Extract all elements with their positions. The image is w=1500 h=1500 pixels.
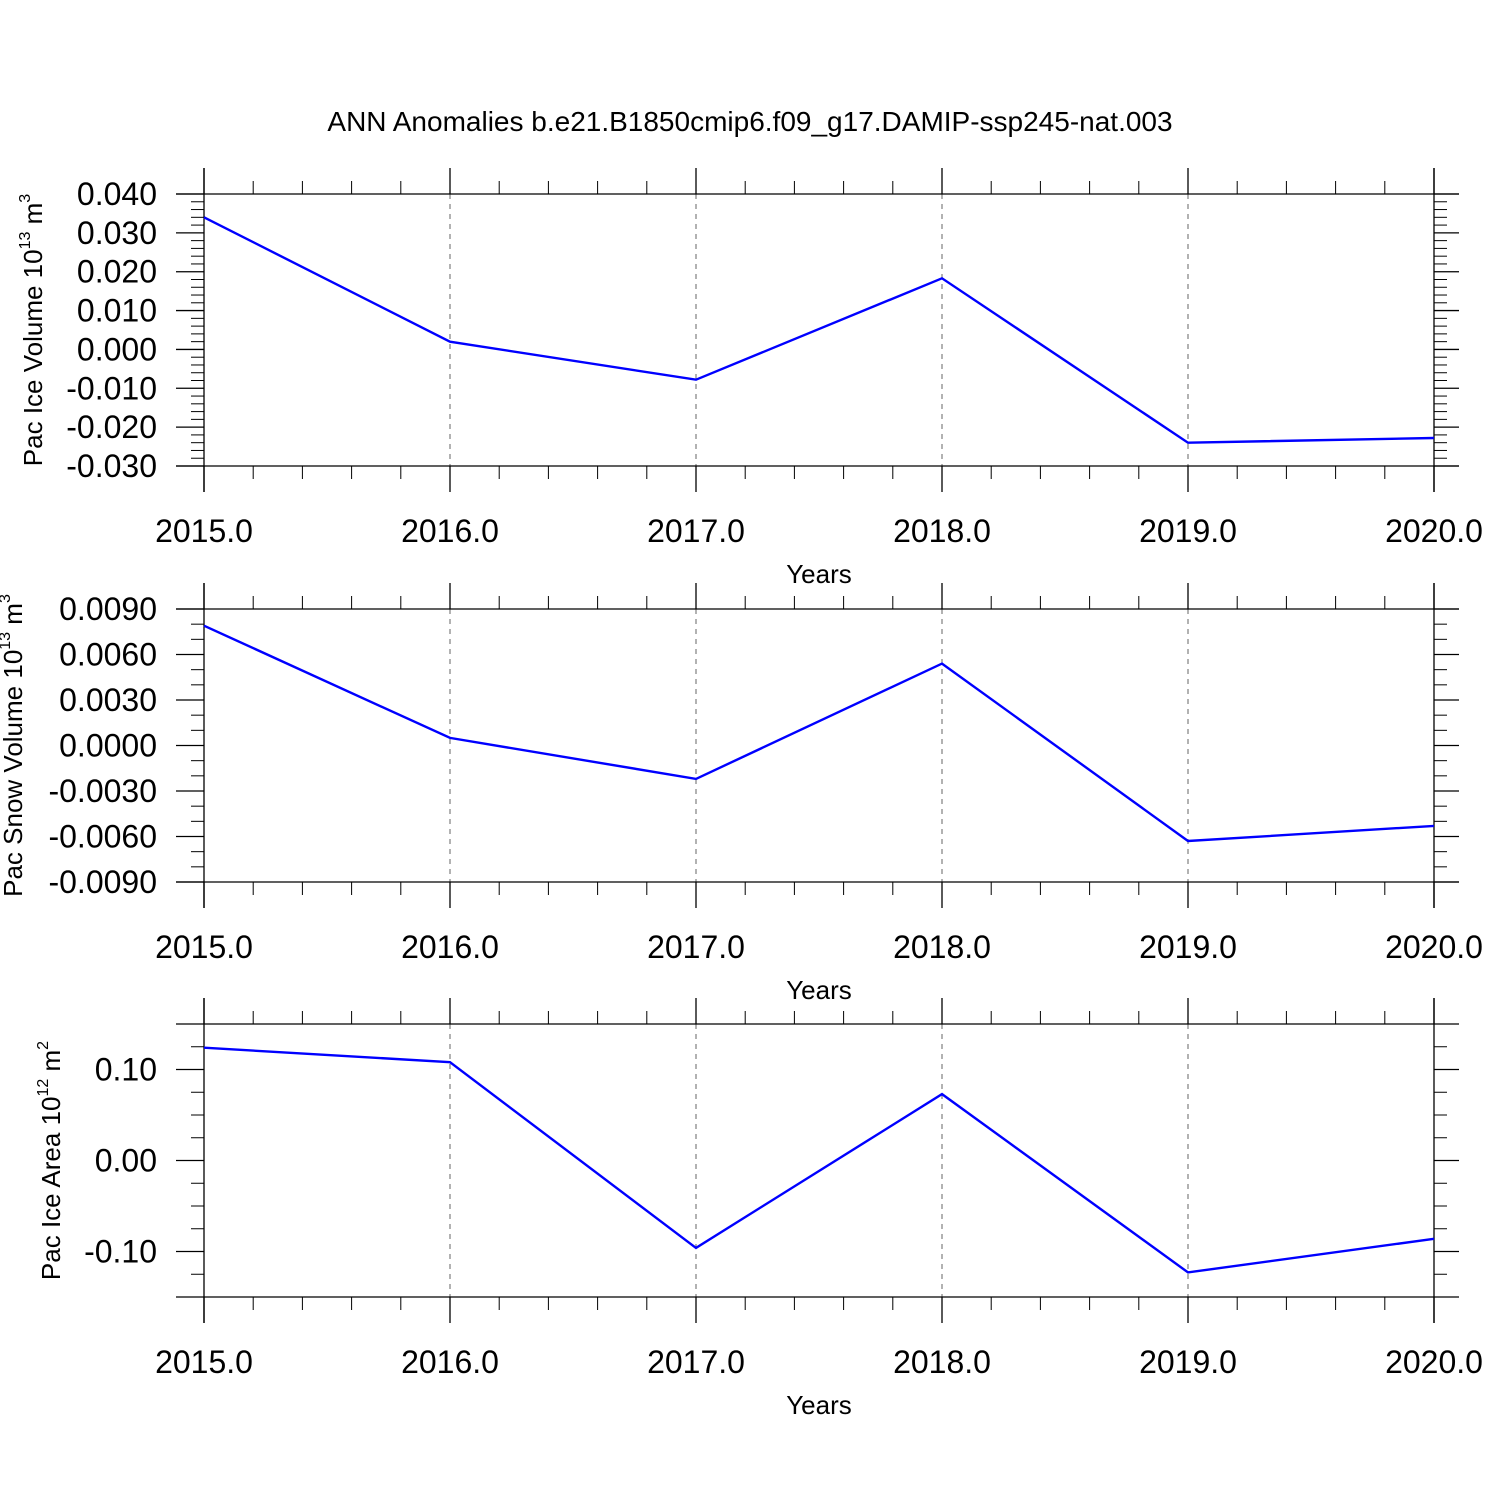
y-tick-label: -0.020: [66, 409, 157, 445]
y-tick-label: -0.030: [66, 448, 157, 484]
y-tick-label: 0.0090: [59, 591, 157, 627]
x-axis-title: Years: [786, 975, 852, 1005]
y-axis-title-unit-exponent: 2: [35, 1041, 52, 1050]
y-axis-title: Pac Ice Volume 1013 m3: [17, 194, 48, 467]
y-tick-label: 0.00: [95, 1143, 157, 1179]
x-tick-label: 2019.0: [1139, 929, 1237, 965]
figure-title: ANN Anomalies b.e21.B1850cmip6.f09_g17.D…: [327, 106, 1172, 137]
x-tick-label: 2019.0: [1139, 513, 1237, 549]
y-tick-label: 0.030: [77, 215, 157, 251]
y-tick-label: 0.10: [95, 1052, 157, 1088]
y-axis-title: Pac Ice Area 1012 m2: [35, 1041, 66, 1280]
panel-1: -0.030-0.020-0.0100.0000.0100.0200.0300.…: [17, 168, 1483, 589]
x-tick-label: 2016.0: [401, 929, 499, 965]
y-axis-title-unit: m: [36, 1050, 66, 1079]
x-tick-label: 2020.0: [1385, 1344, 1483, 1380]
y-axis-title-unit: m: [18, 203, 48, 232]
x-tick-label: 2016.0: [401, 1344, 499, 1380]
y-tick-label: -0.0090: [48, 864, 157, 900]
y-axis-title-exponent: 13: [17, 231, 34, 249]
panels: -0.030-0.020-0.0100.0000.0100.0200.0300.…: [0, 168, 1483, 1420]
y-axis-title-exponent: 12: [35, 1079, 52, 1097]
x-axis-title: Years: [786, 559, 852, 589]
x-tick-label: 2018.0: [893, 1344, 991, 1380]
y-axis-title-unit: m: [0, 603, 28, 632]
y-axis-title-text: Pac Snow Volume 10: [0, 650, 28, 897]
x-tick-label: 2017.0: [647, 1344, 745, 1380]
y-axis-title-unit-exponent: 3: [0, 594, 14, 603]
y-tick-label: -0.0030: [48, 773, 157, 809]
y-tick-label: -0.0060: [48, 819, 157, 855]
y-tick-label: 0.010: [77, 293, 157, 329]
y-axis-title-exponent: 13: [0, 632, 14, 650]
y-axis-title-unit-exponent: 3: [17, 194, 34, 203]
series-line-1: [203, 216, 1435, 444]
y-tick-label: 0.0060: [59, 637, 157, 673]
y-tick-label: 0.0030: [59, 682, 157, 718]
x-tick-label: 2017.0: [647, 929, 745, 965]
panel-2: -0.0090 -0.0060 -0.0030 0.0000 0.0030 0.0060 0…: [0, 583, 1483, 1005]
x-axis-title: Years: [786, 1390, 852, 1420]
x-tick-label: 2020.0: [1385, 929, 1483, 965]
y-axis-title-text: Pac Ice Volume 10: [18, 249, 48, 466]
y-tick-label: 0.000: [77, 331, 157, 367]
x-tick-label: 2019.0: [1139, 1344, 1237, 1380]
x-tick-label: 2015.0: [155, 513, 253, 549]
series-line-1: [203, 1046, 1435, 1274]
y-tick-label: 0.0000: [59, 728, 157, 764]
y-tick-label: 0.020: [77, 254, 157, 290]
y-tick-label: -0.010: [66, 370, 157, 406]
x-tick-label: 2018.0: [893, 929, 991, 965]
x-tick-label: 2018.0: [893, 513, 991, 549]
y-axis-title-text: Pac Ice Area 10: [36, 1097, 66, 1281]
x-tick-label: 2016.0: [401, 513, 499, 549]
y-axis-title: Pac Snow Volume 1013 m3: [0, 594, 28, 897]
x-tick-label: 2020.0: [1385, 513, 1483, 549]
x-tick-label: 2015.0: [155, 929, 253, 965]
x-tick-label: 2015.0: [155, 1344, 253, 1380]
panel-3: -0.10 0.00 0.10 2015.0 2016.0 2017.0 2018.0 201…: [35, 998, 1483, 1420]
y-tick-label: -0.10: [84, 1234, 157, 1270]
x-tick-label: 2017.0: [647, 513, 745, 549]
series-line-1: [203, 624, 1435, 843]
y-tick-label: 0.040: [77, 176, 157, 212]
